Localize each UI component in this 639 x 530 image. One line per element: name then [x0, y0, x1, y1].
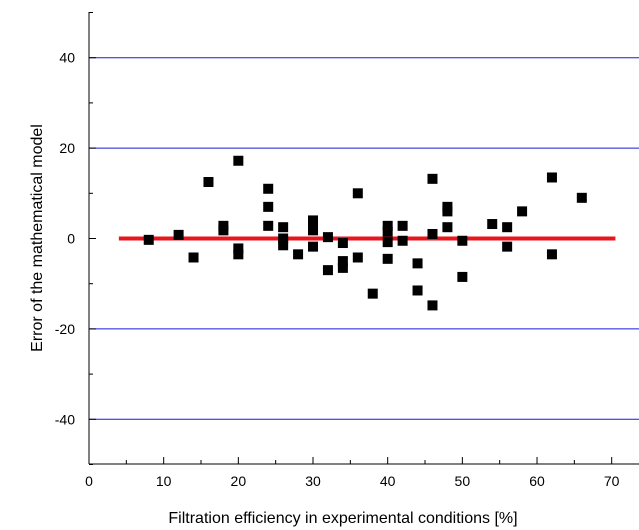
data-point: [487, 219, 498, 230]
x-tick-label: 70: [604, 473, 620, 489]
data-point: [233, 249, 244, 260]
data-point: [293, 249, 304, 260]
data-point: [308, 225, 319, 236]
data-point: [218, 225, 229, 236]
y-axis-title: Error of the mathematical model: [29, 124, 46, 352]
y-tick-label: 0: [67, 231, 75, 247]
data-point: [352, 188, 363, 199]
data-point: [263, 183, 274, 194]
data-point: [143, 234, 154, 245]
data-point: [233, 243, 244, 254]
axes: [88, 12, 639, 465]
y-tick-label: 20: [59, 140, 75, 156]
data-point: [173, 229, 184, 240]
data-point: [427, 300, 438, 311]
data-point: [457, 271, 468, 282]
data-point: [337, 262, 348, 273]
x-tick-label: 40: [380, 473, 396, 489]
data-point: [427, 173, 438, 184]
data-point: [546, 172, 557, 183]
data-point: [442, 222, 453, 233]
data-point: [502, 241, 513, 252]
data-point: [412, 285, 423, 296]
tick-labels: 0 10 20 30 40 50 60 70 -40 -20 0 20 40: [55, 50, 620, 489]
data-point: [517, 206, 528, 217]
data-point: [352, 252, 363, 263]
data-point: [382, 253, 393, 264]
data-points: [143, 155, 587, 311]
data-point: [203, 177, 214, 187]
data-point: [278, 240, 289, 251]
x-tick-label: 0: [85, 473, 93, 489]
data-point: [322, 232, 333, 243]
data-point: [367, 288, 378, 299]
data-point: [337, 238, 348, 249]
data-point: [337, 256, 348, 267]
data-point: [397, 220, 408, 231]
data-point: [546, 249, 557, 260]
data-point: [308, 215, 319, 226]
data-point: [457, 235, 468, 246]
y-tick-label: -40: [55, 411, 75, 427]
data-point: [233, 155, 244, 166]
data-point: [397, 235, 408, 246]
data-point: [382, 237, 393, 248]
data-point: [576, 192, 587, 203]
y-tick-label: 40: [59, 50, 75, 66]
grid-lines: [89, 57, 639, 420]
x-axis-title: Filtration efficiency in experimental co…: [168, 510, 517, 527]
data-point: [188, 252, 199, 263]
y-tick-label: -20: [55, 321, 75, 337]
x-tick-label: 30: [305, 473, 321, 489]
data-point: [382, 226, 393, 237]
data-point: [308, 241, 319, 252]
x-tick-label: 20: [231, 473, 247, 489]
data-point: [412, 258, 423, 269]
data-point: [263, 201, 274, 212]
data-point: [263, 220, 274, 231]
data-point: [382, 220, 393, 231]
data-point: [322, 265, 333, 276]
x-tick-label: 60: [529, 473, 545, 489]
data-point: [278, 222, 289, 233]
data-point: [442, 206, 453, 217]
x-tick-label: 10: [156, 473, 172, 489]
data-point: [502, 222, 513, 233]
data-point: [427, 228, 438, 239]
data-point: [278, 233, 289, 244]
x-tick-label: 50: [455, 473, 471, 489]
